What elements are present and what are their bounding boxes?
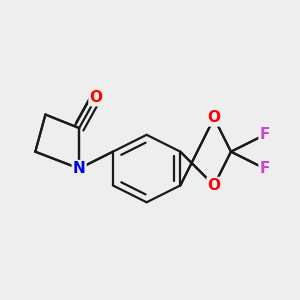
Text: O: O [208,110,220,125]
Text: O: O [89,90,103,105]
Text: O: O [208,178,220,193]
Text: F: F [260,161,270,176]
Text: F: F [260,127,270,142]
Text: N: N [73,161,85,176]
